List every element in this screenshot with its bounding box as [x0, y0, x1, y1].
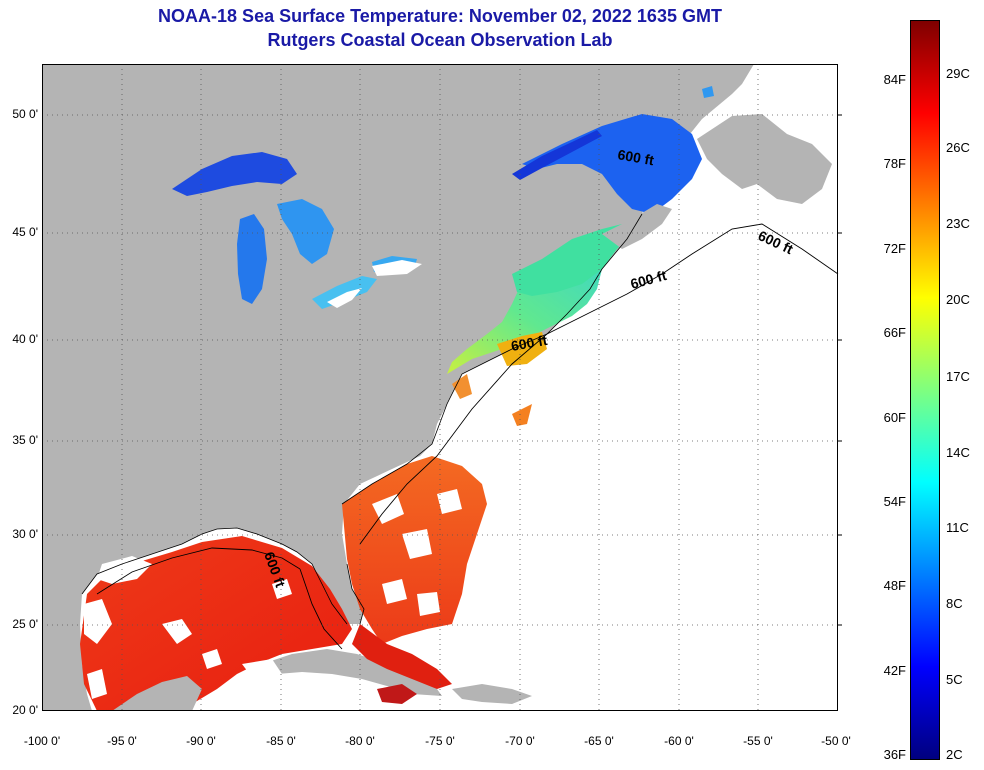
colorbar-celsius-label: 17C: [946, 369, 970, 384]
sst-caribbean: [377, 684, 417, 704]
sst-gulf-of-mexico: [80, 536, 352, 711]
colorbar-fahrenheit-label: 72F: [883, 241, 906, 256]
lon-tick-label: -100 0': [23, 734, 61, 748]
lat-tick-label: 20 0': [12, 703, 38, 717]
colorbar-celsius-label: 29C: [946, 66, 970, 81]
land-newfoundland: [697, 114, 832, 204]
lon-tick-label: -90 0': [186, 734, 216, 748]
map-frame: [42, 64, 838, 711]
cloud-patches-gulf: [84, 556, 292, 699]
colorbar-celsius-label: 23C: [946, 216, 970, 231]
bathymetry-contour-600ft: [96, 223, 839, 650]
map-subtitle: Rutgers Coastal Ocean Observation Lab: [267, 30, 613, 50]
lake-superior: [172, 152, 297, 196]
sst-map: 600 ft 600 ft 600 ft 600 ft 600 ft: [42, 64, 842, 711]
contour-label: 600 ft: [616, 146, 655, 168]
lake-white-patch: [372, 260, 422, 276]
land-north-america: [42, 64, 754, 711]
colorbar-fahrenheit-label: 84F: [883, 72, 906, 87]
lake-michigan: [237, 214, 267, 304]
sst-bahamas: [352, 624, 452, 689]
lat-tick-label: 30 0': [12, 527, 38, 541]
lon-tick-label: -80 0': [345, 734, 375, 748]
lake-erie-cloud: [327, 288, 362, 308]
contour-label: 600 ft: [510, 332, 549, 354]
temperature-colorbar: [910, 20, 940, 760]
map-title: NOAA-18 Sea Surface Temperature: Novembe…: [158, 6, 722, 26]
colorbar-celsius-label: 8C: [946, 596, 963, 611]
coastlines: [81, 213, 643, 625]
lat-tick-label: 25 0': [12, 617, 38, 631]
colorbar-celsius-label: 26C: [946, 140, 970, 155]
colorbar-fahrenheit-label: 78F: [883, 156, 906, 171]
colorbar-celsius-label: 20C: [946, 292, 970, 307]
lon-tick-label: -55 0': [743, 734, 773, 748]
land-nova-scotia: [602, 204, 672, 249]
colorbar-fahrenheit-label: 42F: [883, 663, 906, 678]
lon-tick-label: -60 0': [664, 734, 694, 748]
frame-ticks: [838, 114, 842, 626]
lon-tick-label: -65 0': [584, 734, 614, 748]
colorbar-fahrenheit-label: 54F: [883, 494, 906, 509]
lon-tick-label: -70 0': [505, 734, 535, 748]
lake-huron: [277, 199, 334, 264]
colorbar-celsius-label: 5C: [946, 672, 963, 687]
sst-orange-filament: [512, 404, 532, 426]
colorbar-fahrenheit-label: 36F: [883, 747, 906, 762]
colorbar-fahrenheit-label: 48F: [883, 578, 906, 593]
colorbar-fahrenheit-label: 66F: [883, 325, 906, 340]
lake-erie: [312, 276, 377, 309]
sst-labrador-coast: [702, 86, 714, 98]
sst-gulf-of-maine: [512, 224, 632, 296]
lat-tick-label: 45 0': [12, 225, 38, 239]
lon-tick-label: -75 0': [425, 734, 455, 748]
lon-tick-label: -95 0': [107, 734, 137, 748]
lon-tick-label: -50 0': [821, 734, 851, 748]
lat-tick-label: 50 0': [12, 107, 38, 121]
lon-tick-label: -85 0': [266, 734, 296, 748]
lat-tick-label: 35 0': [12, 433, 38, 447]
land-cuba: [262, 649, 442, 696]
sst-gulf-of-st-lawrence: [522, 114, 702, 214]
land-yucatan: [112, 676, 202, 711]
sst-st-lawrence-river: [512, 130, 602, 180]
lat-tick-label: 40 0': [12, 332, 38, 346]
sst-orange-patch: [452, 374, 472, 399]
colorbar-celsius-label: 11C: [946, 520, 969, 535]
colorbar-celsius-label: 2C: [946, 747, 963, 762]
land-hispaniola: [452, 684, 532, 704]
colorbar-celsius-label: 14C: [946, 445, 970, 460]
sst-warm-eddy: [497, 332, 547, 366]
colorbar-fahrenheit-label: 60F: [883, 410, 906, 425]
